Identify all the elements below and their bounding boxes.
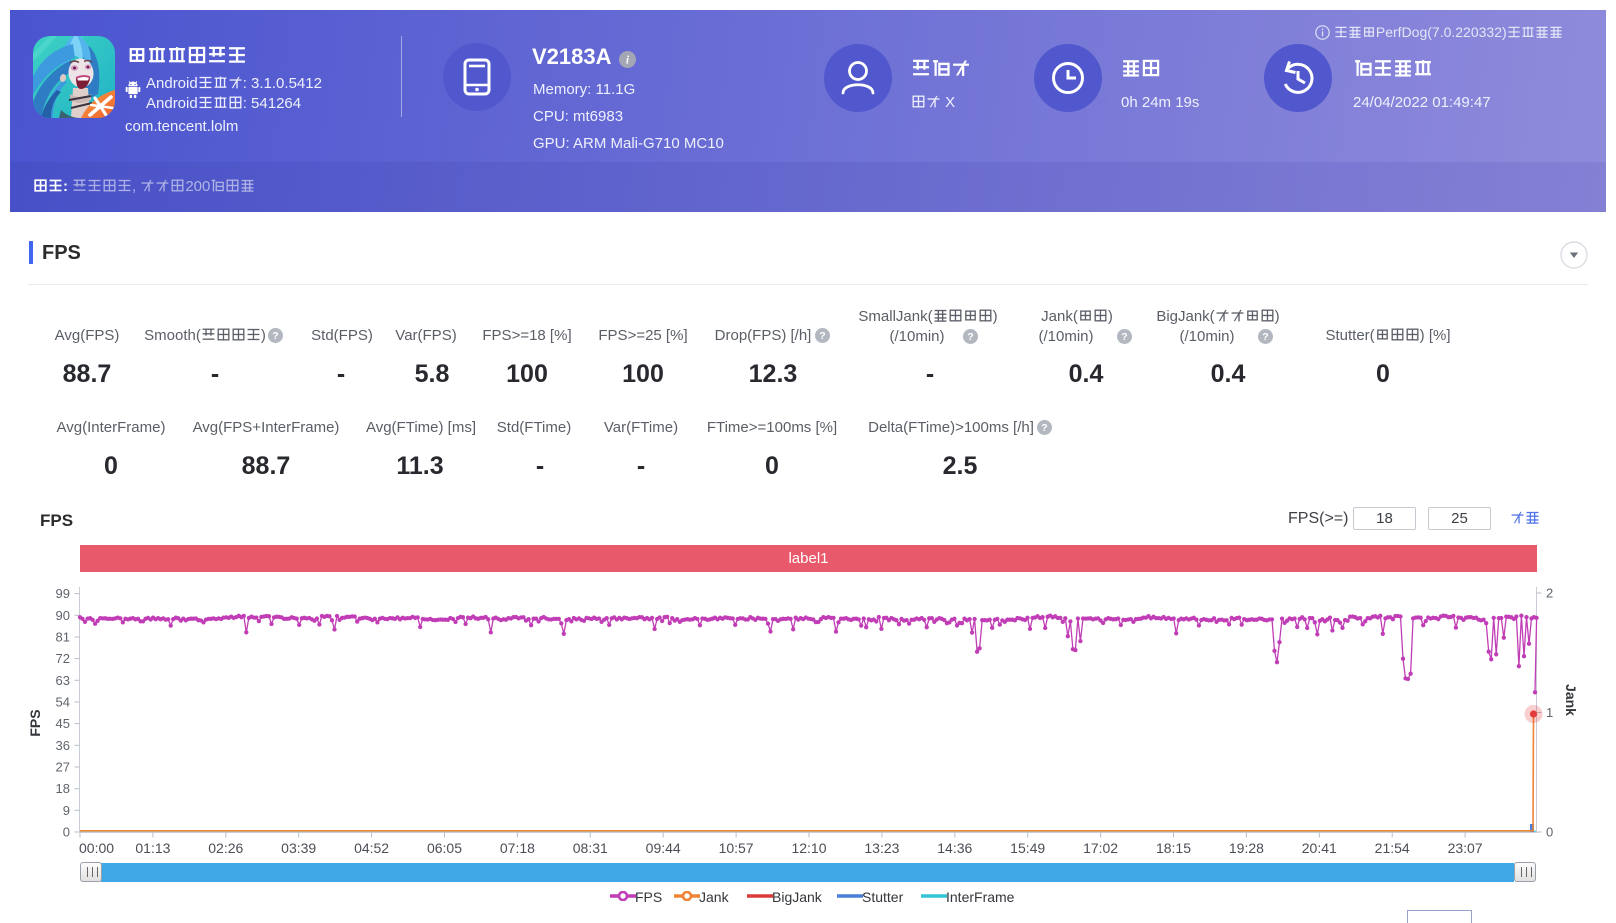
svg-text:9: 9 [63,803,70,818]
svg-text:63: 63 [56,673,70,688]
svg-text:0: 0 [1546,825,1553,840]
svg-text:81: 81 [56,630,70,645]
svg-text:23:07: 23:07 [1448,840,1483,856]
svg-text:99: 99 [56,586,70,601]
svg-text:18: 18 [56,781,70,796]
svg-text:15:49: 15:49 [1010,840,1045,856]
svg-text:06:05: 06:05 [427,840,462,856]
svg-text:2: 2 [1546,586,1553,601]
svg-text:Jank: Jank [1563,684,1579,716]
svg-text:18:15: 18:15 [1156,840,1191,856]
svg-text:10:57: 10:57 [719,840,754,856]
svg-text:27: 27 [56,760,70,775]
svg-text:12:10: 12:10 [791,840,826,856]
svg-text:36: 36 [56,738,70,753]
svg-text:00:00: 00:00 [79,840,114,856]
svg-text:1: 1 [1546,705,1553,720]
svg-text:?: ? [967,331,973,343]
svg-text:0: 0 [63,825,70,840]
svg-text:19:28: 19:28 [1229,840,1264,856]
svg-text:?: ? [1262,331,1268,343]
svg-text:02:26: 02:26 [208,840,243,856]
svg-text:?: ? [272,330,278,342]
svg-text:08:31: 08:31 [573,840,608,856]
svg-text:i: i [626,55,630,67]
svg-text:09:44: 09:44 [646,840,681,856]
svg-text:21:54: 21:54 [1375,840,1410,856]
svg-text:90: 90 [56,608,70,623]
svg-text:04:52: 04:52 [354,840,389,856]
svg-text:14:36: 14:36 [937,840,972,856]
svg-text:FPS: FPS [27,709,43,736]
svg-text:07:18: 07:18 [500,840,535,856]
svg-text:01:13: 01:13 [135,840,170,856]
svg-text:72: 72 [56,651,70,666]
svg-text:?: ? [1121,331,1127,343]
svg-text:20:41: 20:41 [1302,840,1337,856]
svg-text:54: 54 [56,695,70,710]
svg-text:?: ? [1041,422,1047,434]
svg-text:45: 45 [56,716,70,731]
svg-text:13:23: 13:23 [864,840,899,856]
svg-text:03:39: 03:39 [281,840,316,856]
svg-text:17:02: 17:02 [1083,840,1118,856]
svg-text:?: ? [819,330,825,342]
